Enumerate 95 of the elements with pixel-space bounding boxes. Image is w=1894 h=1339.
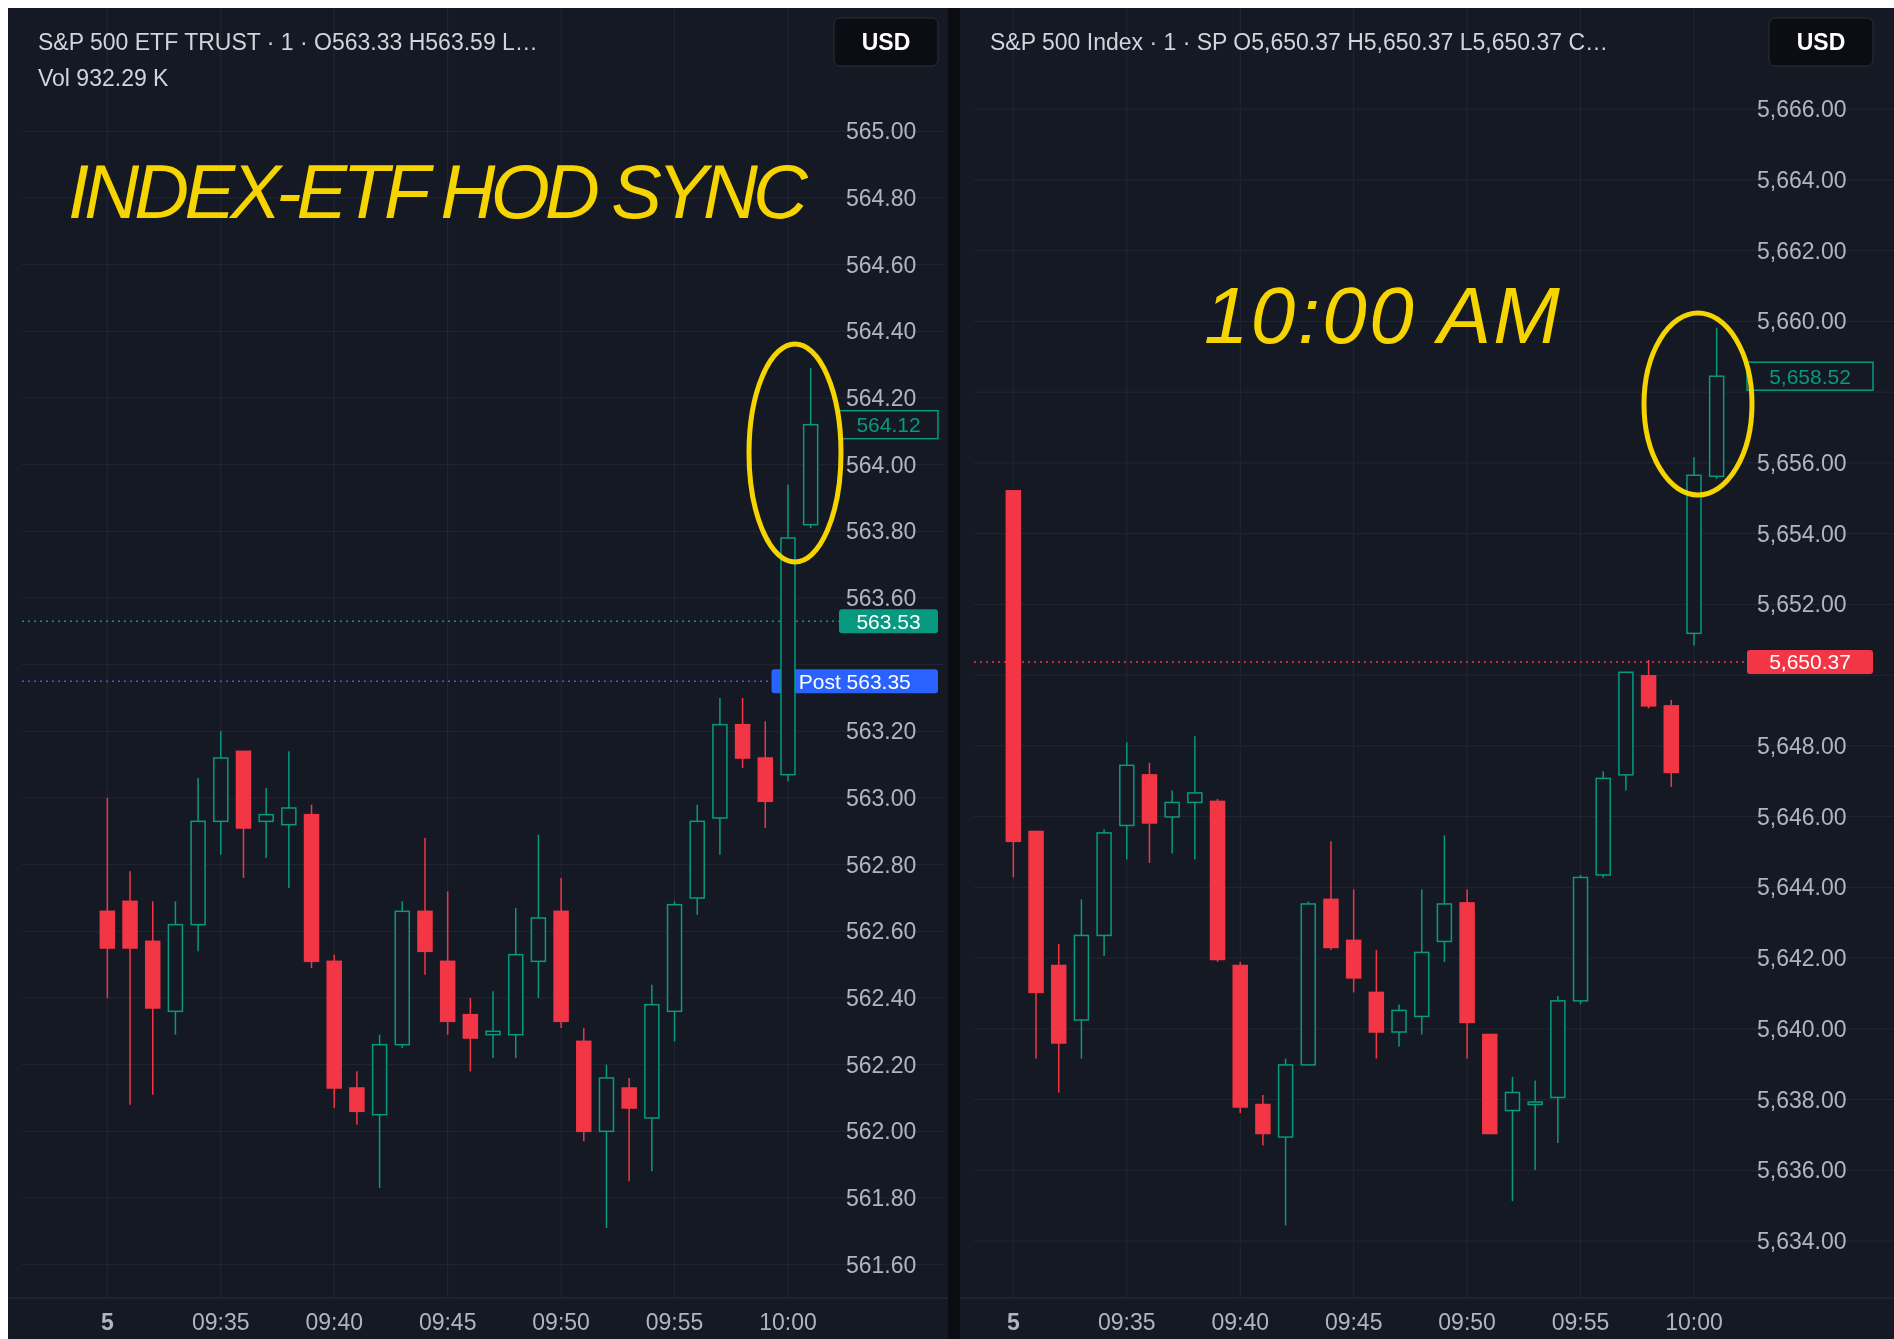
x-tick-label: 09:50	[1438, 1309, 1496, 1335]
candlestick	[1232, 961, 1248, 1114]
candlestick	[1050, 943, 1067, 1094]
y-tick-label: 564.20	[846, 385, 917, 412]
y-tick-label: 564.40	[846, 318, 917, 345]
x-tick-label: 09:40	[305, 1309, 363, 1335]
candlestick	[213, 730, 229, 856]
x-tick-label: 09:45	[1324, 1309, 1383, 1335]
y-tick-label: 562.80	[846, 851, 917, 878]
candlestick	[507, 907, 524, 1059]
x-tick-label: 09:35	[1098, 1309, 1156, 1335]
candlestick	[1096, 828, 1112, 957]
x-tick-label: 09:40	[1211, 1309, 1269, 1335]
candlestick	[1119, 741, 1135, 861]
y-tick-label: 5,638.00	[1757, 1086, 1847, 1113]
y-tick-label: 5,660.00	[1757, 308, 1847, 335]
candlestick	[122, 870, 138, 1106]
y-tick-label: 5,634.00	[1757, 1228, 1847, 1255]
text: 5,658.52	[1769, 364, 1851, 388]
candlestick	[1413, 888, 1430, 1036]
y-tick-label: 5,642.00	[1757, 945, 1847, 972]
x-tick-label: 5	[100, 1309, 114, 1335]
candlestick	[281, 750, 297, 889]
y-tick-label: 5,666.00	[1757, 96, 1847, 123]
y-tick-label: 5,664.00	[1757, 166, 1847, 193]
x-tick-label: 09:45	[418, 1309, 477, 1335]
y-tick-label: 565.00	[846, 118, 917, 145]
candlestick	[757, 720, 774, 829]
candlestick	[1368, 949, 1385, 1060]
text: S&P 500 Index · 1 · SP O5,650.37 H5,650.37 L5,650.37 C…	[990, 29, 1609, 55]
candlestick	[1323, 840, 1339, 951]
candlestick	[190, 777, 206, 953]
text: Vol 932.29 K	[38, 65, 170, 91]
ref-line-label: Post 563.35	[798, 669, 911, 693]
candlestick	[1391, 1003, 1407, 1048]
y-tick-label: 561.80	[846, 1185, 917, 1212]
y-tick-label: 563.00	[846, 785, 917, 812]
candlestick	[553, 877, 569, 1029]
candlestick	[689, 803, 705, 916]
y-tick-label: 562.20	[846, 1051, 917, 1078]
y-tick-label: 5,654.00	[1757, 520, 1847, 547]
candlestick	[167, 900, 184, 1036]
candlestick	[144, 900, 161, 1096]
y-tick-label: 563.20	[846, 718, 917, 745]
y-tick-label: 5,652.00	[1757, 591, 1847, 618]
text: 564.12	[856, 413, 921, 437]
y-tick-label: 563.80	[846, 518, 917, 545]
y-tick-label: 5,640.00	[1757, 1015, 1847, 1042]
ref-line-label: 5,650.37	[1769, 650, 1851, 674]
y-tick-label: 562.00	[846, 1118, 917, 1145]
candlestick	[326, 953, 342, 1109]
x-tick-label: 10:00	[1665, 1309, 1723, 1335]
y-tick-label: 5,662.00	[1757, 237, 1847, 264]
x-tick-label: 09:35	[192, 1309, 250, 1335]
x-tick-label: 09:55	[645, 1309, 704, 1335]
candlestick	[1073, 898, 1090, 1060]
x-tick-label: 5	[1006, 1309, 1020, 1335]
y-tick-label: 561.60	[846, 1251, 917, 1278]
annotation: INDEX-ETF HOD SYNC	[68, 149, 810, 234]
y-tick-label: 564.60	[846, 251, 917, 278]
candlestick	[1686, 456, 1702, 647]
x-tick-label: 09:50	[532, 1309, 590, 1335]
candlestick	[621, 1077, 637, 1183]
y-tick-label: 5,636.00	[1757, 1157, 1847, 1184]
y-tick-label: 563.60	[846, 585, 917, 612]
candlestick	[1164, 789, 1180, 855]
x-tick-label: 10:00	[759, 1309, 817, 1335]
candlestick	[712, 697, 728, 856]
text: USD	[1796, 29, 1846, 56]
candlestick	[258, 787, 274, 859]
y-tick-label: 5,646.00	[1757, 803, 1847, 830]
annotation: 10:00 AM	[1204, 271, 1561, 360]
y-tick-label: 5,644.00	[1757, 874, 1847, 901]
candlestick	[1459, 888, 1475, 1060]
candlestick	[644, 983, 660, 1173]
candlestick	[99, 797, 116, 999]
candlestick	[1436, 834, 1453, 963]
candlestick	[417, 837, 433, 976]
candlestick	[1527, 1079, 1543, 1171]
candlestick	[1255, 1094, 1271, 1147]
candlestick	[576, 1027, 592, 1143]
y-tick-label: 5,656.00	[1757, 449, 1847, 476]
y-tick-label: 562.60	[846, 918, 917, 945]
candlestick	[1187, 735, 1203, 861]
candlestick	[1550, 995, 1566, 1144]
x-tick-label: 09:55	[1551, 1309, 1610, 1335]
text: USD	[861, 29, 911, 56]
y-tick-label: 564.00	[846, 451, 917, 478]
ref-line-label: 563.53	[856, 609, 921, 633]
y-tick-label: 5,648.00	[1757, 732, 1847, 759]
text: S&P 500 ETF TRUST · 1 · O563.33 H563.59 L…	[38, 29, 538, 55]
y-tick-label: 562.40	[846, 985, 917, 1012]
candlestick	[530, 833, 547, 999]
candlestick	[349, 1070, 365, 1126]
y-tick-label: 564.80	[846, 185, 917, 212]
